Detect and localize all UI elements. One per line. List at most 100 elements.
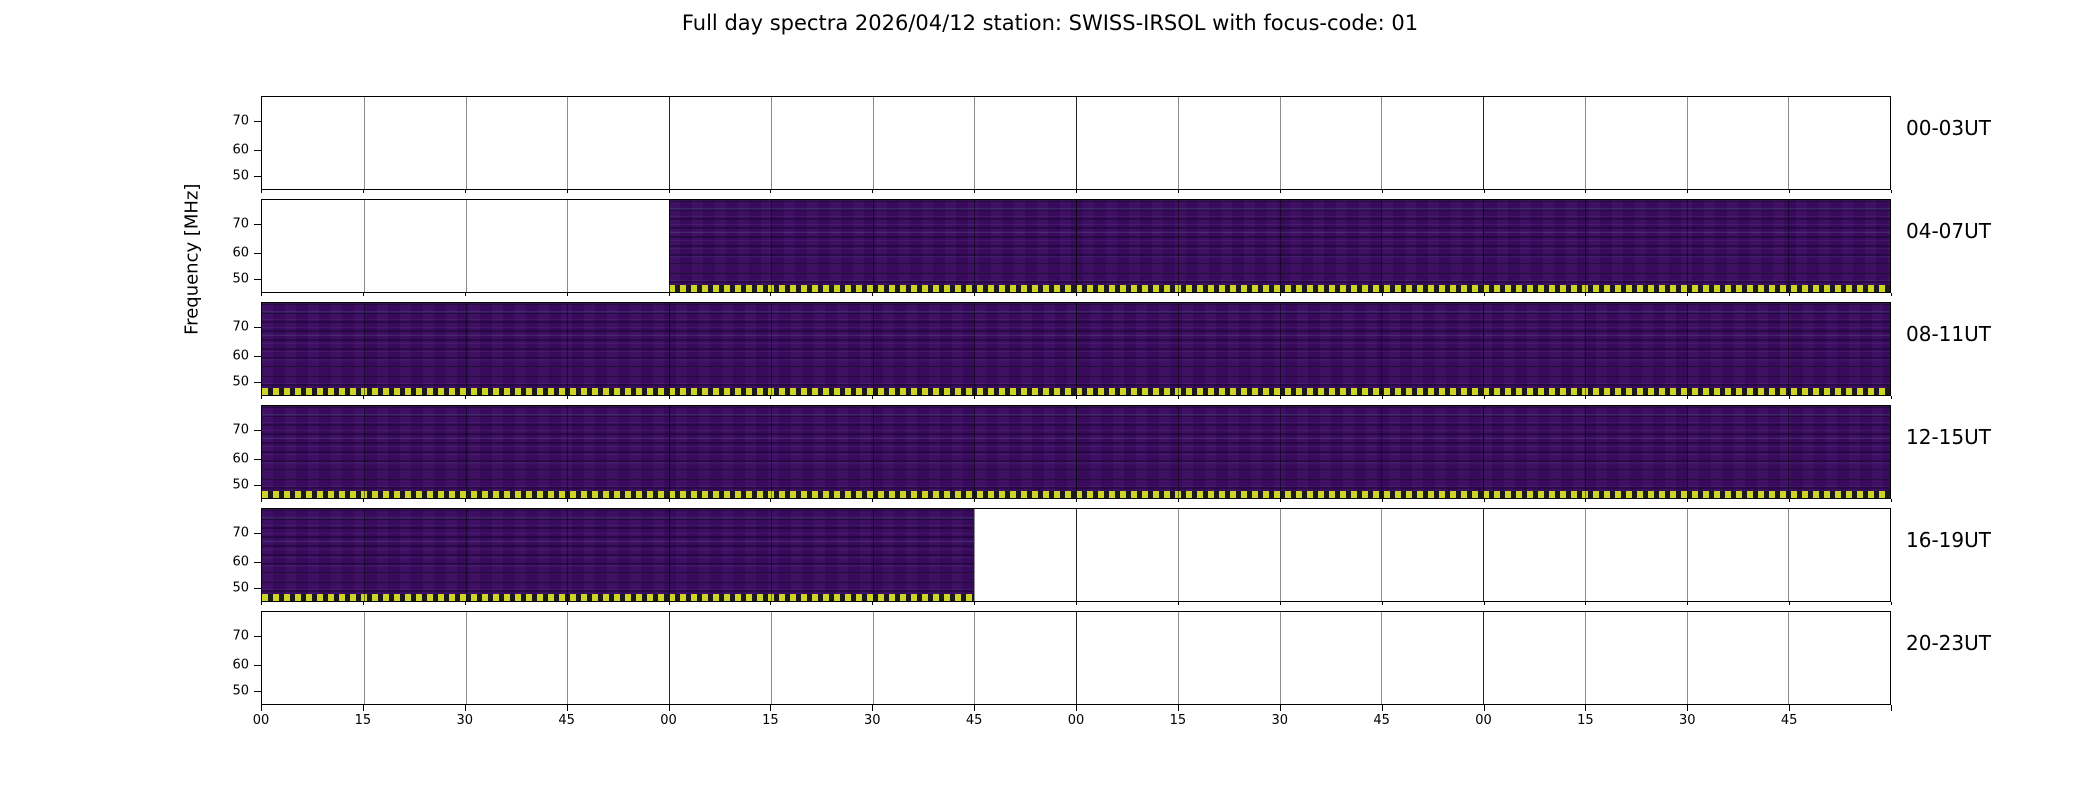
time-tick-mark <box>1177 602 1179 605</box>
grid-line <box>363 509 365 601</box>
time-tick-mark <box>974 705 976 711</box>
grid-line <box>770 303 772 395</box>
spectra-panel <box>261 611 1891 705</box>
spectra-panel <box>261 96 1891 190</box>
time-tick-mark <box>1076 602 1077 605</box>
panel-time-label: 12-15UT <box>1906 425 1991 450</box>
time-tick-mark <box>1585 396 1587 399</box>
grid-line <box>770 509 772 601</box>
time-tick-mark <box>566 293 568 296</box>
freq-tick-label: 60 <box>232 657 249 673</box>
grid-line <box>1483 612 1484 704</box>
grid-line <box>1177 97 1179 189</box>
time-tick-mark <box>1076 705 1077 711</box>
time-tick-mark <box>770 499 772 502</box>
panel-time-label: 20-23UT <box>1906 631 1991 656</box>
time-tick-mark <box>1381 499 1383 502</box>
spectrogram-region <box>669 200 1890 292</box>
time-tick-mark <box>464 293 466 296</box>
time-tick-mark <box>770 190 772 193</box>
time-tick-mark <box>261 396 262 399</box>
time-tick-mark <box>1381 602 1383 605</box>
time-tick-mark <box>464 396 466 399</box>
grid-line <box>465 303 467 395</box>
time-tick-label: 00 <box>660 713 677 728</box>
time-tick-mark <box>1483 499 1485 502</box>
grid-line <box>1076 509 1077 601</box>
freq-tick-label: 60 <box>232 451 249 467</box>
time-tick-mark <box>566 499 568 502</box>
time-tick-mark <box>1076 293 1077 296</box>
panel-time-label: 08-11UT <box>1906 322 1991 347</box>
spectra-panel <box>261 405 1891 499</box>
time-tick-mark <box>872 293 874 296</box>
grid-line <box>1584 200 1586 292</box>
grid-line <box>1788 200 1790 292</box>
freq-tick-label: 60 <box>232 348 249 364</box>
time-tick-mark <box>261 190 262 193</box>
grid-line <box>974 509 976 601</box>
grid-line <box>974 406 976 498</box>
time-tick-mark <box>668 293 670 296</box>
grid-line <box>872 509 874 601</box>
time-tick-mark <box>668 396 670 399</box>
grid-line <box>1381 200 1383 292</box>
time-tick-mark <box>872 396 874 399</box>
time-tick-mark <box>872 602 874 605</box>
time-tick-mark <box>974 190 976 193</box>
freq-tick-mark <box>254 355 261 357</box>
time-tick-mark <box>872 705 874 711</box>
grid-line <box>1381 303 1383 395</box>
time-tick-mark <box>261 602 262 605</box>
time-tick-mark <box>1789 293 1791 296</box>
grid-line <box>363 200 365 292</box>
freq-tick-mark <box>254 252 261 254</box>
spectra-panel <box>261 199 1891 293</box>
grid-line <box>872 97 874 189</box>
grid-line <box>1584 303 1586 395</box>
spectra-panel <box>261 302 1891 396</box>
grid-line <box>1686 200 1688 292</box>
time-tick-mark <box>1585 705 1587 711</box>
grid-line <box>1076 612 1077 704</box>
y-axis-label: Frequency [MHz] <box>181 183 203 335</box>
time-tick-mark <box>1687 293 1689 296</box>
time-tick-mark <box>464 602 466 605</box>
time-tick-mark <box>1279 293 1281 296</box>
grid-line <box>1177 509 1179 601</box>
grid-line <box>363 97 365 189</box>
time-tick-mark <box>464 705 466 711</box>
time-tick-mark <box>1381 293 1383 296</box>
grid-line <box>363 612 365 704</box>
time-tick-mark <box>974 499 976 502</box>
time-tick-mark <box>770 293 772 296</box>
grid-line <box>567 97 569 189</box>
freq-tick-mark <box>254 458 261 460</box>
time-tick-mark <box>1891 396 1892 399</box>
grid-line <box>1381 406 1383 498</box>
plot-title: Full day spectra 2026/04/12 station: SWI… <box>681 11 1419 35</box>
grid-line <box>1584 406 1586 498</box>
time-tick-mark <box>1381 396 1383 399</box>
time-tick-mark <box>1585 602 1587 605</box>
time-tick-mark <box>1891 293 1892 296</box>
panel-time-label: 16-19UT <box>1906 528 1991 553</box>
time-tick-mark <box>668 190 670 193</box>
time-tick-mark <box>1687 705 1689 711</box>
time-tick-mark <box>1687 499 1689 502</box>
time-tick-mark <box>1585 190 1587 193</box>
time-tick-label: 15 <box>354 713 372 728</box>
grid-line <box>1483 406 1484 498</box>
grid-line <box>1177 612 1179 704</box>
freq-tick-label: 70 <box>232 113 249 129</box>
grid-line <box>669 509 670 601</box>
grid-line <box>1788 612 1790 704</box>
time-tick-mark <box>362 396 364 399</box>
grid-line <box>567 200 569 292</box>
time-tick-mark <box>1891 705 1892 711</box>
grid-line <box>465 97 467 189</box>
freq-tick-mark <box>254 532 261 534</box>
time-tick-mark <box>1789 190 1791 193</box>
freq-tick-label: 60 <box>232 554 249 570</box>
